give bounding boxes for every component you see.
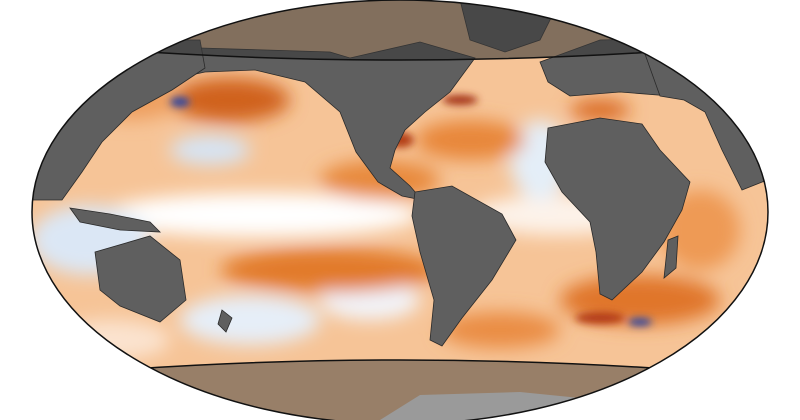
globe-outline — [31, 0, 769, 420]
indonesia — [69, 207, 162, 233]
south-america — [411, 185, 517, 347]
australia — [94, 235, 187, 323]
antarctica — [380, 392, 640, 420]
madagascar — [663, 235, 679, 279]
africa — [544, 117, 691, 301]
new-zealand — [217, 309, 233, 333]
arctic-cap — [32, 0, 768, 60]
